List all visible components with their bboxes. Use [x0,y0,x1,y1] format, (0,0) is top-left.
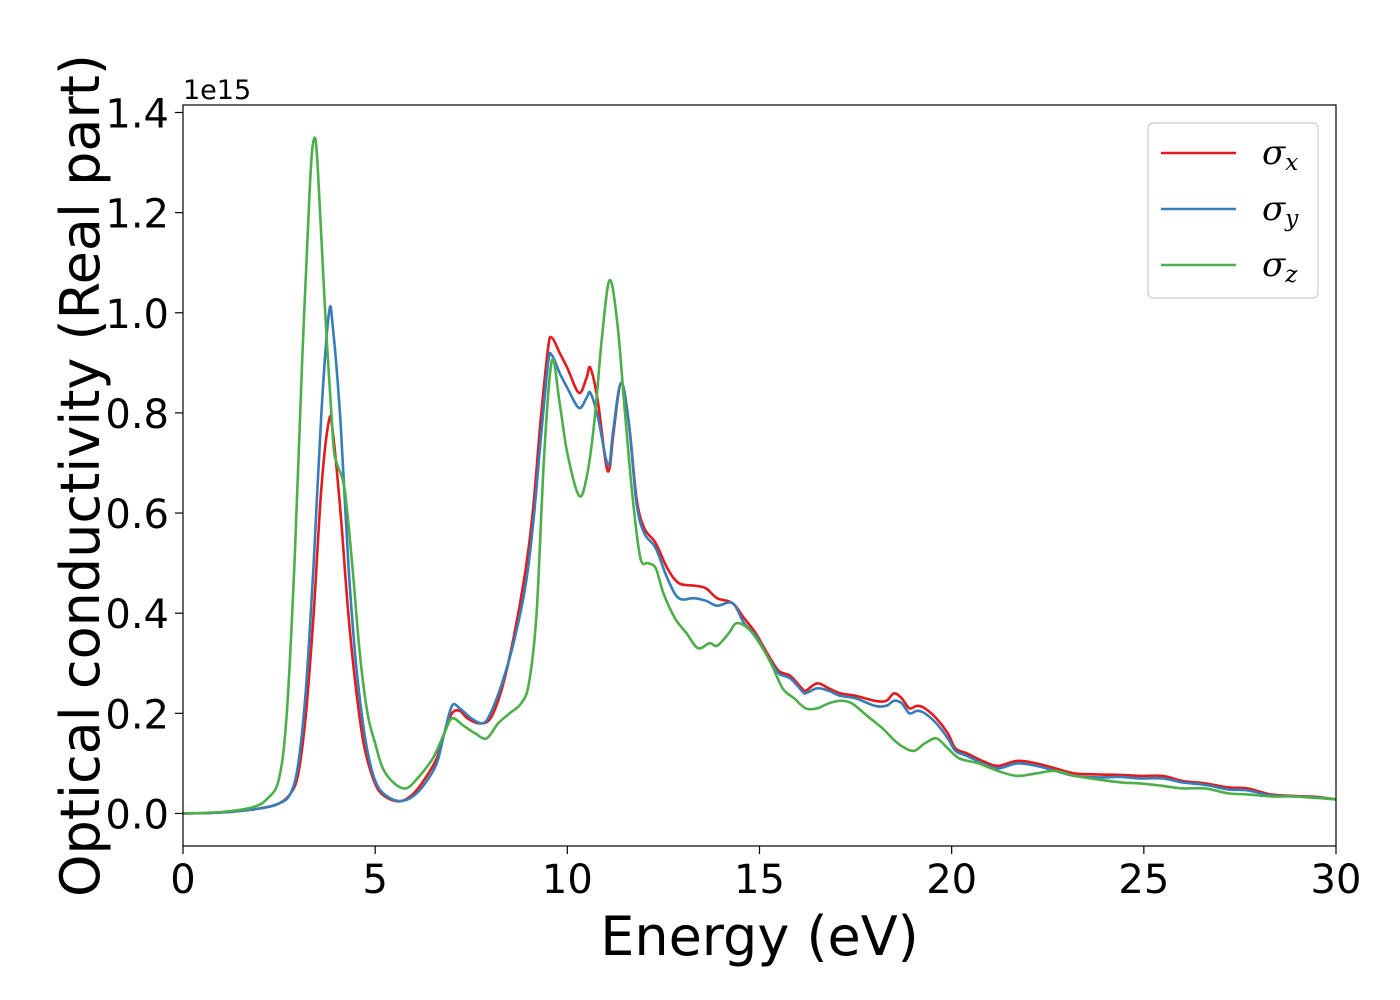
legend: σx σy σz [1147,122,1319,299]
axis-ticks: 0 5 10 15 20 25 30 0.0 0.2 0.4 0.6 0.8 1.0 1.2 1.4 [105,92,1361,903]
y-tick-label: 0.6 [105,492,169,538]
series-line-x [183,335,1336,815]
x-tick-label: 25 [1118,857,1169,903]
y-tick-label: 1.4 [105,92,169,138]
y-offset-label: 1e15 [183,75,251,106]
series-line-y [183,305,1336,815]
y-tick-label: 1.2 [105,192,169,238]
y-tick-label: 0.2 [105,692,169,738]
series-lines [183,136,1336,815]
y-axis-title: Optical conductivity (Real part) [49,54,112,897]
y-tick-label: 0.0 [105,792,169,838]
y-tick-label: 0.8 [105,392,169,438]
x-tick-label: 15 [734,857,785,903]
x-tick-label: 20 [926,857,977,903]
series-line-z [183,136,1336,815]
x-tick-label: 30 [1311,857,1362,903]
legend-label-z: σz [1262,245,1298,288]
legend-label-y: σy [1262,189,1299,232]
x-axis-title: Energy (eV) [600,905,919,968]
x-tick-label: 0 [170,857,195,903]
x-tick-label: 10 [542,857,593,903]
legend-box [1147,122,1319,299]
x-tick-label: 5 [362,857,387,903]
y-tick-label: 0.4 [105,592,169,638]
legend-label-x: σx [1262,133,1298,176]
y-tick-label: 1.0 [105,292,169,338]
